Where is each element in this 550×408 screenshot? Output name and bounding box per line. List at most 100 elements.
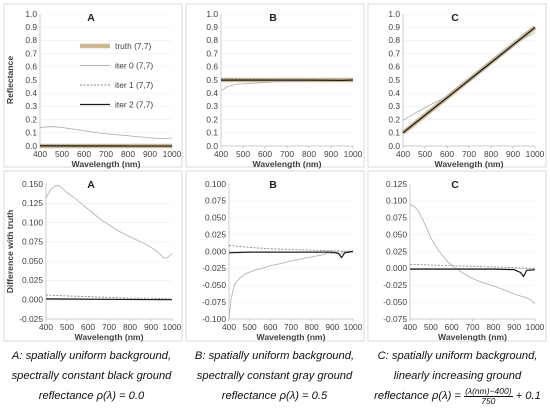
caption-c-line3: reflectance ρ(λ) = (λ(nm)−400) 750 + 0.1 <box>366 386 549 406</box>
y-tick-label: -0.050 <box>202 280 226 290</box>
y-tick-label: 0.0 <box>206 141 218 151</box>
y-axis-label: Reflectance <box>5 56 15 104</box>
x-tick-label: 500 <box>55 149 69 159</box>
y-tick-label: 1.0 <box>388 9 400 19</box>
caption-a-line2: spectrally constant black ground <box>11 370 172 382</box>
y-tick-label: 0.050 <box>386 229 407 239</box>
y-tick-label: 0.2 <box>206 114 218 124</box>
y-tick-label: 0.025 <box>22 275 43 285</box>
x-tick-label: 800 <box>302 149 316 159</box>
y-tick-label: 0.7 <box>388 48 400 58</box>
panel-b-reflectance: 0.0 0.1 0.2 0.3 0.4 0.5 0.6 0.7 0.8 0.9 1.0 400 500 6… <box>185 3 365 169</box>
y-tick-label: 0.4 <box>25 88 37 98</box>
x-tick-label: 800 <box>123 322 137 332</box>
y-tick-label: 0.3 <box>25 101 37 111</box>
x-axis-label: Wavelength (nm) <box>75 332 144 342</box>
y-tick-label: 0.1 <box>25 128 37 138</box>
y-tick-label: 0.000 <box>386 263 407 273</box>
y-tick-label: 0.000 <box>205 246 226 256</box>
x-tick-label: 1000 <box>344 322 363 332</box>
x-tick-label: 500 <box>418 149 432 159</box>
x-tick-label: 1000 <box>526 149 545 159</box>
y-tick-label: 0.9 <box>25 22 37 32</box>
x-tick-label: 600 <box>81 322 95 332</box>
x-tick-label: 700 <box>102 322 116 332</box>
panel-a-difference: -0.025 0.000 0.025 0.050 0.075 0.100 0.125 0.15… <box>3 170 183 342</box>
panel-frame <box>185 3 365 168</box>
x-axis-label: Wavelength (nm) <box>72 159 141 169</box>
x-tick-label: 600 <box>258 149 272 159</box>
series-line-iter-1 <box>228 244 354 252</box>
panel-frame <box>185 170 365 342</box>
y-tick-label: 0.9 <box>388 22 400 32</box>
series-line-iter-0 <box>45 185 173 259</box>
y-tick-label: 0.0 <box>388 141 400 151</box>
y-tick-label: 0.150 <box>22 179 43 189</box>
caption-c-formula-prefix: reflectance ρ(λ) = <box>374 390 465 402</box>
y-tick-label: 0.5 <box>206 75 218 85</box>
y-tick-label: 0.050 <box>22 256 43 266</box>
x-tick-label: 800 <box>486 322 500 332</box>
y-tick-label: 0.8 <box>25 35 37 45</box>
y-tick-label: 0.050 <box>205 213 226 223</box>
caption-c-fraction-denominator: 750 <box>481 395 496 406</box>
panel-title: B <box>269 12 277 24</box>
series-line-iter-2 <box>410 268 536 278</box>
panel-title: A <box>87 12 95 24</box>
y-tick-label: 0.7 <box>206 48 218 58</box>
x-tick-label: 600 <box>440 149 454 159</box>
y-tick-label: 0.8 <box>206 35 218 45</box>
y-tick-label: -0.050 <box>383 297 407 307</box>
caption-c-fraction-numerator: (λ(nm)−400) <box>464 385 513 397</box>
x-tick-label: 800 <box>305 322 319 332</box>
panel-c-reflectance: 0.0 0.1 0.2 0.3 0.4 0.5 0.6 0.7 0.8 0.9 1.0 400 500 6… <box>367 3 547 169</box>
panel-b-difference: -0.100 -0.075 -0.050 -0.025 0.000 0.025 0.050 0… <box>185 170 365 342</box>
y-tick-label: -0.075 <box>383 314 407 324</box>
x-tick-label: 500 <box>60 322 74 332</box>
x-tick-label: 700 <box>462 149 476 159</box>
panel-frame <box>3 170 183 342</box>
y-tick-label: 0.2 <box>25 114 37 124</box>
x-tick-label: 400 <box>39 322 53 332</box>
y-tick-label: 0.4 <box>206 88 218 98</box>
legend: truth (7,7) iter 0 (7,7) iter 1 (7,7) iter … <box>80 41 153 110</box>
x-tick-label: 400 <box>403 322 417 332</box>
y-tick-label: 0.025 <box>386 246 407 256</box>
x-axis-label: Wavelength (nm) <box>253 159 322 169</box>
caption-c-line1: C: spatially uniform background, <box>377 350 538 362</box>
x-tick-label: 1000 <box>344 149 363 159</box>
panel-title: A <box>87 179 95 191</box>
x-tick-label: 1000 <box>526 322 545 332</box>
caption-c-formula-suffix: + 0.1 <box>512 390 541 402</box>
y-tick-label: 1.0 <box>206 9 218 19</box>
x-axis-label: Wavelength (nm) <box>435 159 504 169</box>
y-tick-label: 0.3 <box>206 101 218 111</box>
y-tick-label: 0.8 <box>388 35 400 45</box>
x-tick-label: 700 <box>280 149 294 159</box>
x-tick-label: 900 <box>144 322 158 332</box>
y-tick-label: 0.125 <box>22 198 43 208</box>
x-tick-label: 600 <box>445 322 459 332</box>
x-axis-label: Wavelength (nm) <box>438 332 507 342</box>
x-tick-label: 500 <box>243 322 257 332</box>
series-line-iter-2 <box>402 27 536 134</box>
panel-title: C <box>451 179 459 191</box>
series-line-iter-0 <box>409 203 536 304</box>
y-tick-label: 1.0 <box>25 9 37 19</box>
series-line-iter-2 <box>45 298 173 301</box>
y-tick-label: 0.000 <box>22 295 43 305</box>
x-tick-label: 900 <box>507 322 521 332</box>
x-tick-label: 400 <box>33 149 47 159</box>
caption-c-fraction: (λ(nm)−400) 750 <box>464 385 513 406</box>
y-tick-label: 0.100 <box>205 179 226 189</box>
y-tick-label: 0.025 <box>205 229 226 239</box>
x-tick-label: 600 <box>77 149 91 159</box>
series-line-iter-1 <box>45 294 173 300</box>
y-tick-label: 0.2 <box>388 114 400 124</box>
x-tick-label: 800 <box>484 149 498 159</box>
legend-label: iter 2 (7,7) <box>115 100 153 110</box>
y-axis-label: Difference with truth <box>5 210 15 294</box>
y-tick-label: 0.9 <box>206 22 218 32</box>
y-tick-label: 0.100 <box>386 196 407 206</box>
panel-title: B <box>269 179 277 191</box>
